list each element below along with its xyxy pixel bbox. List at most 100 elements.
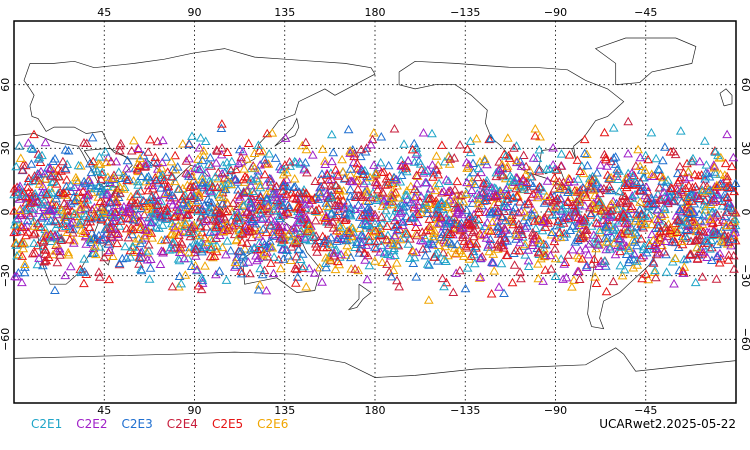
observation-point-c2e3 [353,200,364,209]
observation-point-c2e1 [197,273,207,282]
observation-point-c2e1 [180,190,191,199]
observation-point-c2e5 [618,209,629,218]
observation-point-c2e4 [202,214,213,223]
observation-point-c2e1 [376,240,387,249]
observation-point-c2e2 [156,246,167,255]
observation-point-c2e4 [437,273,448,283]
observation-point-c2e5 [64,234,75,244]
observation-point-c2e2 [345,148,355,157]
observation-point-c2e4 [515,267,525,276]
observation-point-c2e3 [518,215,529,225]
observation-point-c2e1 [653,189,663,198]
observation-point-c2e2 [728,152,739,162]
observation-point-c2e5 [195,220,206,230]
observation-point-c2e4 [94,272,105,281]
observation-point-c2e5 [338,195,348,205]
observation-point-c2e4 [310,176,321,185]
observation-point-c2e3 [135,253,145,262]
observation-point-c2e6 [534,235,545,244]
observation-point-c2e2 [110,212,121,222]
observation-point-c2e4 [134,259,144,268]
observation-point-c2e1 [434,178,444,188]
observation-point-c2e6 [169,230,180,239]
observation-point-c2e1 [295,254,306,263]
observation-point-c2e4 [499,206,510,215]
observation-point-c2e6 [709,162,720,172]
observation-point-c2e3 [283,250,294,260]
observation-point-c2e5 [413,209,424,218]
observation-point-c2e4 [675,161,685,171]
observation-point-c2e3 [73,177,83,186]
observation-point-c2e6 [74,218,84,228]
observation-point-c2e2 [567,244,578,254]
observation-point-c2e1 [370,218,380,228]
observation-point-c2e6 [41,228,52,238]
observation-point-c2e4 [382,259,392,268]
observation-point-c2e5 [227,221,238,230]
observation-point-c2e5 [563,213,573,222]
observation-point-c2e6 [71,175,82,185]
observation-point-c2e4 [685,250,695,259]
observation-point-c2e4 [596,206,606,215]
observation-point-c2e4 [182,210,192,219]
observation-point-c2e2 [653,205,663,214]
observation-point-c2e4 [663,198,673,208]
observation-point-c2e4 [187,228,198,238]
observation-point-c2e4 [176,211,187,221]
observation-point-c2e3 [726,234,737,243]
observation-point-c2e3 [478,187,488,197]
observation-point-c2e5 [428,172,438,181]
observation-point-c2e5 [587,175,598,185]
observation-point-c2e6 [383,235,393,245]
observation-point-c2e1 [482,175,492,185]
observation-point-c2e5 [725,220,736,229]
observation-point-c2e5 [564,150,575,159]
observation-point-c2e3 [136,265,147,275]
observation-point-c2e1 [710,169,721,178]
observation-point-c2e6 [479,154,490,163]
observation-point-c2e3 [358,231,368,241]
observation-point-c2e6 [369,256,380,265]
observation-point-c2e3 [197,177,208,187]
observation-point-c2e5 [466,251,477,260]
observation-point-c2e6 [103,172,113,181]
observation-point-c2e6 [563,173,574,183]
observation-point-c2e5 [514,245,525,255]
observation-point-c2e1 [701,160,712,169]
observation-point-c2e5 [278,186,288,195]
observation-point-c2e1 [420,166,431,175]
observation-point-c2e4 [330,200,341,209]
lon-tick-label-bottom: −90 [544,404,567,417]
observation-point-c2e4 [534,165,545,175]
observation-point-c2e5 [51,179,62,188]
observation-point-c2e6 [34,179,45,188]
observation-point-c2e5 [244,223,255,232]
observation-point-c2e1 [157,220,168,229]
observation-point-c2e3 [355,151,366,161]
observation-point-c2e6 [177,138,188,148]
observation-point-c2e2 [538,217,548,226]
observation-point-c2e6 [646,219,657,229]
observation-point-c2e3 [138,195,148,205]
observation-point-c2e1 [644,209,655,219]
observation-point-c2e5 [507,277,518,287]
observation-point-c2e5 [635,253,646,262]
observation-point-c2e1 [167,239,178,248]
observation-point-c2e1 [523,261,534,270]
observation-point-c2e3 [700,236,711,245]
lon-tick-label-top: −90 [544,6,567,19]
observation-point-c2e4 [411,170,422,179]
observation-point-c2e4 [518,150,529,159]
observation-point-c2e3 [69,196,80,206]
observation-point-c2e3 [174,271,185,280]
observation-point-c2e5 [78,186,88,195]
observation-point-c2e1 [398,205,408,214]
lon-tick-label-top: 135 [274,6,295,19]
observation-point-c2e3 [253,284,264,294]
observation-point-c2e1 [379,248,390,258]
observation-point-c2e6 [511,229,521,239]
observation-point-c2e3 [172,162,183,171]
observation-point-c2e2 [230,220,241,229]
observation-point-c2e6 [249,163,260,172]
observation-point-c2e5 [209,251,220,260]
